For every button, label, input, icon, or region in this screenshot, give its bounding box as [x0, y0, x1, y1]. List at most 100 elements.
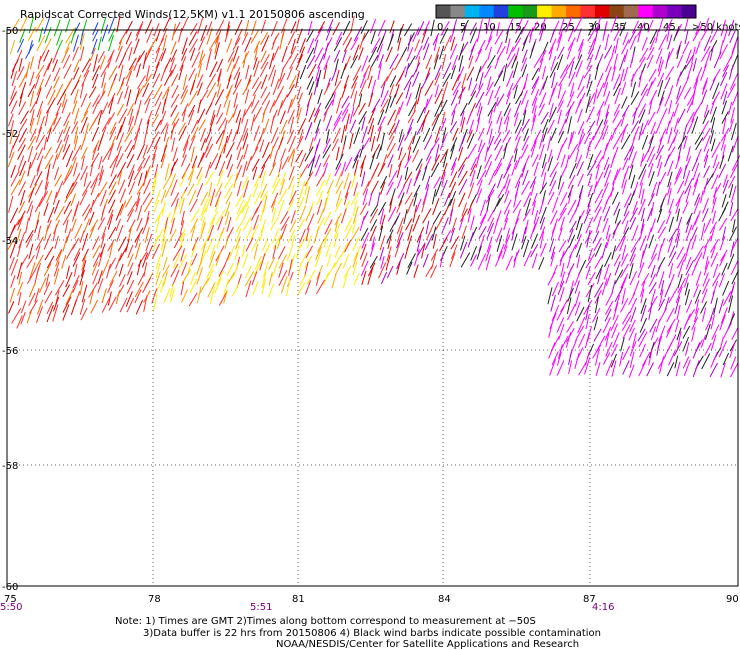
wind-barb	[387, 206, 397, 222]
wind-barb	[162, 35, 168, 52]
wind-barb	[415, 45, 423, 61]
wind-barb	[623, 192, 632, 208]
wind-barb	[457, 164, 465, 178]
wind-barb	[199, 127, 206, 142]
wind-barb	[317, 240, 325, 253]
wind-barb	[640, 119, 649, 136]
wind-barb	[730, 107, 735, 124]
wind-barb	[170, 41, 177, 55]
wind-barb	[611, 280, 616, 294]
wind-barb	[325, 173, 331, 186]
legend-label: 20	[534, 22, 547, 33]
wind-barb	[412, 136, 421, 153]
wind-barb	[666, 362, 675, 377]
wind-barb	[81, 69, 90, 87]
wind-barb	[703, 104, 709, 118]
wind-barb	[261, 154, 271, 170]
wind-barb	[695, 271, 702, 286]
wind-barb	[532, 216, 540, 233]
wind-barb	[92, 73, 99, 89]
wind-barb	[403, 74, 414, 91]
wind-barb	[269, 162, 277, 177]
wind-barb	[522, 208, 531, 222]
wind-barb	[692, 162, 700, 181]
wind-barb	[317, 88, 323, 105]
wind-barb	[43, 281, 51, 296]
wind-barb	[9, 257, 15, 270]
wind-barb	[55, 139, 63, 154]
wind-barb	[80, 155, 85, 171]
wind-barb	[728, 118, 734, 132]
wind-barb	[493, 197, 501, 213]
wind-barb	[74, 201, 80, 217]
wind-barb	[523, 73, 529, 90]
wind-barb	[116, 133, 124, 151]
wind-barb	[126, 208, 134, 223]
wind-barb	[692, 57, 697, 72]
wind-barb	[359, 72, 367, 89]
wind-barb	[619, 68, 625, 87]
wind-barb	[497, 243, 505, 259]
wind-barb	[566, 42, 574, 60]
wind-barb	[559, 271, 566, 288]
wind-barb	[485, 189, 495, 204]
wind-barb	[117, 236, 127, 252]
wind-barb	[605, 359, 613, 376]
wind-barb	[611, 245, 617, 260]
wind-barb	[343, 172, 350, 190]
wind-barb	[450, 36, 456, 51]
wind-barb	[506, 38, 511, 54]
wind-barb	[551, 304, 560, 322]
wind-barb	[686, 146, 691, 162]
wind-barb	[52, 50, 58, 64]
wind-barb	[128, 219, 136, 233]
wind-barb	[305, 228, 310, 242]
wind-barb	[531, 97, 538, 114]
wind-barb	[136, 63, 141, 78]
wind-barb	[10, 100, 18, 114]
wind-barb	[522, 239, 530, 258]
wind-barb	[704, 51, 711, 69]
wind-barb	[335, 146, 340, 161]
wind-barb	[63, 200, 72, 215]
wind-barb	[565, 56, 576, 72]
wind-barb	[397, 37, 402, 51]
legend-swatch	[522, 5, 538, 18]
wind-barb	[677, 260, 685, 278]
wind-barb	[594, 63, 600, 80]
wind-barb	[280, 224, 288, 240]
wind-barb	[79, 30, 84, 45]
wind-barb	[638, 163, 647, 180]
wind-barb	[655, 48, 663, 64]
wind-barb	[664, 282, 672, 298]
wind-barb	[269, 100, 276, 113]
wind-barb	[614, 167, 621, 181]
wind-barb	[18, 128, 28, 143]
wind-barb	[160, 122, 168, 135]
wind-barb	[728, 19, 735, 37]
wind-barb	[398, 147, 403, 161]
wind-barb	[511, 55, 517, 69]
wind-barb	[578, 128, 584, 145]
wind-barb	[101, 259, 110, 276]
wind-barb	[506, 155, 514, 171]
wind-barb	[352, 252, 359, 268]
wind-barb	[306, 269, 316, 285]
wind-barb	[17, 281, 24, 296]
wind-barb	[677, 277, 686, 294]
wind-barb	[128, 181, 136, 195]
wind-barb	[315, 119, 321, 134]
wind-barb	[497, 185, 506, 199]
wind-barb	[223, 290, 228, 304]
wind-barb	[180, 85, 188, 99]
wind-barb	[47, 117, 57, 133]
wind-barb	[693, 197, 701, 215]
wind-barb	[664, 154, 671, 168]
wind-barb	[18, 118, 28, 133]
wind-barb	[126, 153, 135, 169]
wind-barb	[38, 116, 45, 134]
wind-barb	[728, 285, 735, 303]
wind-barb	[252, 281, 259, 295]
wind-barb	[486, 76, 492, 91]
wind-barb	[466, 129, 473, 143]
